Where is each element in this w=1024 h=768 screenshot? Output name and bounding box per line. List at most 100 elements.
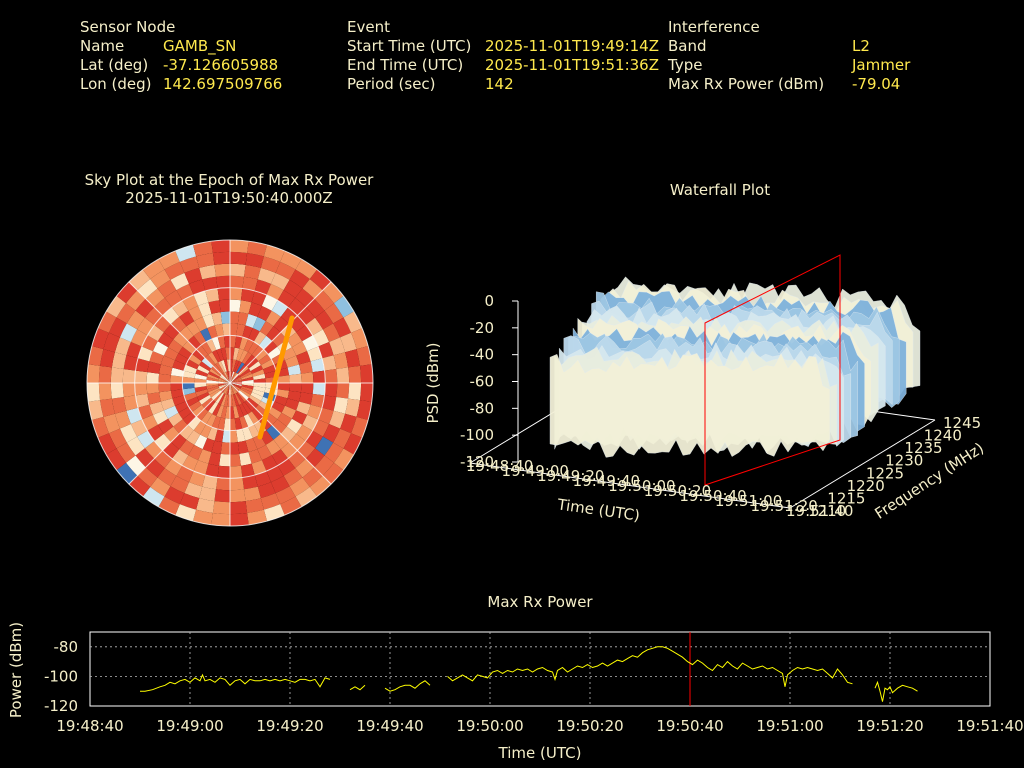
sky-cell: [211, 312, 223, 326]
sky-cell: [230, 453, 241, 467]
sky-cell: [206, 376, 219, 382]
sky-cell: [184, 482, 203, 499]
sky-cell: [251, 408, 264, 421]
sky-cell: [142, 259, 165, 279]
wf-z-tick-label: -120: [460, 453, 494, 471]
sky-cell: [126, 342, 142, 359]
wf-z-tick-label: -80: [470, 399, 495, 417]
sky-cell: [289, 315, 306, 333]
sky-cell: [186, 359, 199, 370]
sky-cell: [225, 406, 230, 419]
rx-power-series: [384, 680, 431, 692]
sky-cell: [216, 405, 224, 418]
interference-type-label: Type: [668, 56, 703, 74]
sky-cell: [247, 341, 259, 355]
wf-x-tick-label: 19:51:20: [750, 497, 817, 515]
interference-power-value: -79.04: [852, 75, 901, 93]
sky-cell: [97, 433, 117, 455]
sky-cell: [206, 414, 217, 427]
sky-plot: [86, 239, 374, 527]
sky-cell: [116, 442, 136, 463]
wf-x-axis-label: Time (UTC): [555, 495, 641, 525]
sky-cell: [314, 455, 334, 476]
sky-cell: [146, 372, 160, 383]
sky-cell: [246, 357, 259, 369]
sky-cell: [253, 331, 267, 346]
sky-cell: [230, 287, 243, 301]
sky-cell: [265, 439, 281, 456]
sky-cell: [289, 477, 310, 497]
sky-cell: [230, 323, 238, 336]
sky-cell: [162, 442, 180, 459]
wf-y-tick-label: 1230: [885, 452, 923, 470]
sky-cell: [218, 361, 226, 373]
sky-cell: [329, 410, 346, 429]
sky-cell: [230, 299, 241, 313]
sky-cell: [333, 317, 352, 338]
sky-cell: [360, 383, 374, 402]
sky-cell: [307, 404, 323, 420]
sky-cell: [196, 408, 209, 421]
sky-cell: [230, 251, 248, 265]
sky-cell: [239, 452, 252, 466]
sky-cell: [230, 377, 241, 383]
wf-y-tick-label: 1220: [847, 477, 885, 495]
sky-cell: [230, 359, 234, 372]
sky-cell: [201, 357, 214, 369]
sky-cell: [179, 425, 194, 440]
sky-cell: [240, 288, 255, 303]
sky-cell: [199, 486, 216, 502]
sky-cell: [171, 316, 187, 333]
sky-cell: [201, 341, 213, 355]
sky-cell: [193, 241, 213, 257]
sky-cell: [173, 332, 188, 347]
sky-cell: [223, 359, 229, 372]
sky-cell: [163, 324, 180, 340]
event-start-label: Start Time (UTC): [347, 37, 472, 55]
sky-cell: [246, 397, 259, 409]
sky-cell: [114, 337, 131, 356]
sky-cell: [218, 393, 226, 405]
sky-cell: [195, 369, 208, 377]
sky-cell: [230, 442, 240, 455]
wf-x-tick-label: 19:48:40: [466, 457, 533, 475]
sky-cell: [182, 387, 196, 396]
sky-cell: [137, 346, 153, 362]
sky-cell: [194, 378, 207, 383]
sky-cell: [168, 412, 183, 427]
sky-cell: [356, 400, 372, 420]
sky-cell: [236, 405, 244, 418]
sky-cell: [258, 354, 272, 366]
sky-cell: [312, 383, 326, 396]
sky-cell: [175, 401, 189, 413]
rx-x-tick-label: 19:49:20: [256, 717, 323, 735]
sensor-lat-value: -37.126605988: [163, 56, 279, 74]
sky-cell: [324, 442, 344, 463]
sky-cell: [149, 401, 164, 415]
event-start-value: 2025-11-01T19:49:14Z: [485, 37, 659, 55]
sky-cell: [280, 496, 302, 516]
sky-cell: [178, 346, 193, 360]
sky-cell: [241, 383, 254, 387]
sky-cell: [251, 460, 267, 476]
sky-cell: [158, 250, 180, 270]
sky-cell: [194, 383, 207, 388]
sensor-lat-label: Lat (deg): [80, 56, 149, 74]
sky-cell: [170, 375, 183, 383]
wf-z-tick-label: -20: [470, 319, 495, 337]
sky-cell: [226, 383, 230, 395]
sky-cell: [171, 433, 187, 450]
rx-x-tick-label: 19:49:00: [156, 717, 223, 735]
rx-power-series: [874, 680, 918, 702]
sky-cell: [230, 375, 241, 383]
sky-cell: [230, 477, 244, 491]
sky-cell: [188, 400, 202, 412]
sky-cell: [193, 331, 207, 346]
sky-cell: [244, 486, 261, 502]
sky-cell: [242, 427, 253, 441]
sky-cell: [299, 392, 313, 405]
sky-cell: [233, 406, 240, 419]
wf-time-axis: [469, 462, 791, 509]
sky-cell: [207, 373, 219, 380]
